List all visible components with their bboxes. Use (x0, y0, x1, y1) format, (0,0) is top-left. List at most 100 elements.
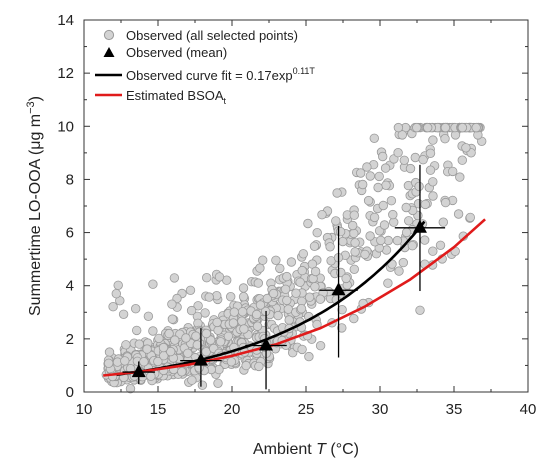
scatter-point (349, 313, 359, 324)
scatter-point (200, 308, 210, 318)
legend-label-estimated: Estimated BSOAt (126, 88, 227, 106)
scatter-point (252, 321, 263, 331)
scatter-point (378, 151, 388, 162)
scatter-point (148, 279, 158, 289)
scatter-point (418, 154, 428, 165)
scatter-point (139, 357, 149, 367)
scatter-point (271, 255, 281, 265)
scatter-point (284, 315, 294, 325)
scatter-point (181, 333, 191, 343)
scatter-point (193, 301, 203, 311)
scatter-point (453, 209, 464, 219)
scatter-point (237, 316, 247, 326)
scatter-point (448, 166, 458, 177)
scatter-point (275, 263, 285, 274)
scatter-point (415, 305, 425, 316)
scatter-point (457, 155, 468, 165)
y-tick-label: 4 (66, 278, 74, 295)
scatter-point (394, 266, 404, 276)
scatter-point (312, 227, 322, 238)
scatter-point (304, 292, 315, 302)
scatter-point (414, 181, 424, 192)
scatter-point (393, 147, 403, 158)
y-tick-label: 6 (66, 225, 74, 242)
scatter-point (461, 143, 471, 153)
observed-mean-marker (131, 364, 146, 378)
scatter-point (401, 227, 412, 238)
scatter-point (185, 285, 196, 296)
scatter-point (215, 337, 226, 347)
scatter-point (282, 271, 292, 282)
scatter-point (228, 318, 239, 328)
scatter-point (165, 346, 176, 357)
legend-label-scatter: Observed (all selected points) (126, 28, 298, 43)
observed-mean-marker (259, 337, 274, 351)
scatter-point (412, 122, 422, 133)
scatter-point (401, 202, 411, 213)
scatter-point (337, 305, 347, 315)
scatter-point (192, 340, 203, 350)
scatter-point (296, 304, 307, 314)
legend-label-fit: Observed curve fit = 0.17exp0.11T (126, 66, 315, 83)
scatter-point (349, 228, 359, 239)
scatter-point (349, 210, 360, 220)
scatter-point (376, 235, 386, 246)
observed-mean-marker (412, 219, 427, 233)
scatter-point (310, 282, 320, 292)
scatter-point (212, 317, 222, 328)
scatter-point (125, 384, 136, 394)
x-tick-label: 25 (298, 401, 315, 418)
scatter-point (428, 135, 438, 145)
scatter-point (349, 264, 360, 275)
scatter-point (211, 291, 222, 301)
y-tick-label: 2 (66, 331, 74, 348)
scatter-point (297, 265, 307, 276)
scatter-point (304, 351, 314, 362)
scatter-point (325, 242, 335, 252)
scatter-point (108, 302, 118, 312)
axis-ticks-group: 10 15 20 25 30 35 40 0 2 4 6 8 10 12 14 (57, 12, 536, 418)
scatter-point (213, 325, 223, 336)
scatter-point (420, 199, 431, 210)
scatter-point (111, 289, 122, 299)
scatter-point (121, 340, 131, 350)
scatter-point (134, 339, 145, 349)
scatter-point (268, 288, 279, 299)
scatter-point (187, 375, 197, 385)
observed-mean-marker (331, 282, 346, 296)
scatter-point (386, 195, 397, 206)
scatter-point (214, 272, 225, 282)
scatter-point (362, 162, 372, 172)
y-tick-label: 10 (57, 118, 74, 135)
scatter-point (331, 216, 341, 226)
scatter-point (392, 235, 403, 246)
scatter-point (286, 257, 297, 267)
scatter-point (399, 155, 410, 166)
scatter-point (142, 344, 152, 354)
scatter-point (341, 273, 351, 284)
scatter-point (410, 152, 421, 163)
scatter-point (282, 295, 292, 306)
scatter-point (120, 356, 130, 366)
scatter-point (167, 299, 177, 309)
y-axis-title: Summertime LO-OOA (μg m−3) (25, 96, 44, 316)
scatter-point (113, 280, 123, 291)
scatter-point (374, 171, 384, 182)
scatter-point (438, 217, 449, 227)
scatter-point (356, 168, 366, 178)
scatter-point (280, 284, 291, 295)
legend-marker-scatter (103, 29, 115, 41)
scatter-point (262, 293, 273, 304)
scatter-point (425, 165, 436, 175)
scatter-point (169, 273, 180, 283)
curves-group (103, 218, 486, 377)
y-tick-label: 12 (57, 65, 74, 82)
scatter-point (428, 246, 438, 256)
scatter-point (239, 324, 249, 334)
scatter-point (154, 333, 164, 344)
scatter-point (335, 226, 346, 237)
scatter-point (404, 216, 414, 226)
scatter-point (381, 180, 391, 191)
scatter-points-group (101, 122, 487, 394)
scatter-point (255, 300, 266, 310)
